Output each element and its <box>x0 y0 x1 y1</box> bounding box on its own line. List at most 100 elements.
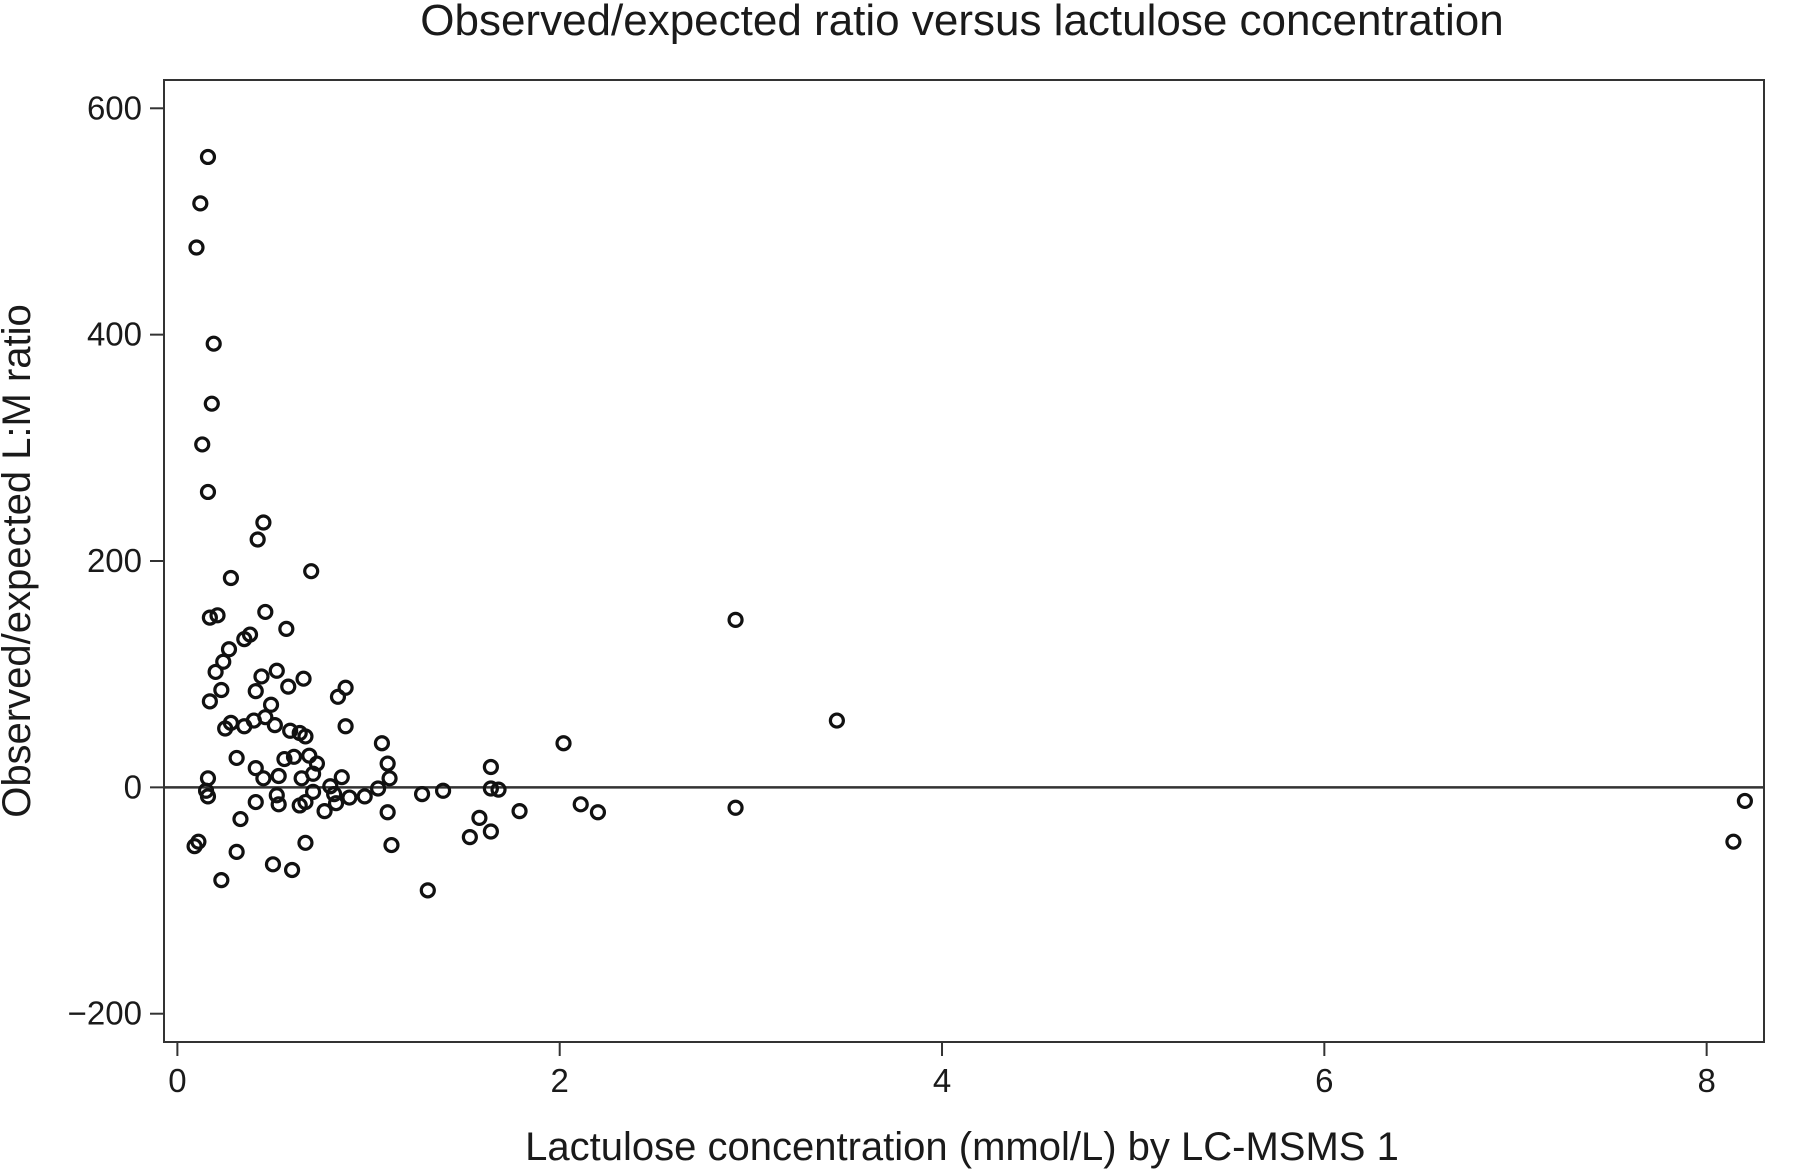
data-point <box>203 395 220 412</box>
data-point <box>322 778 339 795</box>
data-point <box>828 712 845 729</box>
data-point <box>215 653 232 670</box>
data-point <box>297 728 314 745</box>
data-point <box>268 662 285 679</box>
y-tick-label: −200 <box>68 995 142 1032</box>
data-point <box>419 882 436 899</box>
data-point <box>555 735 572 752</box>
y-axis-label: Observed/expected L:M ratio <box>0 304 39 818</box>
data-point <box>194 436 211 453</box>
data-point <box>199 148 217 166</box>
data-point <box>262 696 280 713</box>
x-axis: 0 2 4 6 8 <box>168 1042 1716 1099</box>
data-point <box>482 758 499 776</box>
data-point <box>329 688 347 705</box>
data-point <box>727 611 744 628</box>
data-point <box>285 748 303 765</box>
data-point <box>201 693 218 710</box>
data-point <box>257 603 274 621</box>
chart-title: Observed/expected ratio versus lactulose… <box>420 0 1503 45</box>
data-point <box>482 823 499 840</box>
data-point <box>303 563 320 580</box>
data-point <box>188 239 205 256</box>
data-point <box>228 749 245 767</box>
y-axis: −200 0 200 400 600 <box>68 89 164 1032</box>
data-point <box>297 793 314 811</box>
x-axis-label: Lactulose concentration (mmol/L) by LC-M… <box>525 1125 1399 1169</box>
y-tick-label: 400 <box>87 316 142 353</box>
data-point <box>228 843 245 860</box>
data-point <box>295 670 312 687</box>
data-point <box>727 799 744 816</box>
data-point <box>264 856 282 873</box>
data-point <box>199 483 217 501</box>
data-point <box>316 803 333 820</box>
x-tick-label: 6 <box>1315 1062 1333 1099</box>
data-point <box>213 681 230 699</box>
plot-frame <box>163 79 1765 1043</box>
data-point <box>333 769 350 786</box>
data-point <box>373 735 391 752</box>
data-point <box>201 609 218 626</box>
data-point <box>461 829 478 846</box>
data-point <box>434 782 452 799</box>
data-point <box>209 607 226 624</box>
data-point <box>213 872 230 889</box>
data-point <box>482 780 499 797</box>
data-point <box>255 514 272 531</box>
x-tick-label: 4 <box>933 1062 951 1099</box>
data-point <box>297 834 314 851</box>
data-point <box>278 620 295 638</box>
data-points <box>186 148 1753 899</box>
data-point <box>327 795 345 812</box>
data-point <box>276 750 293 768</box>
x-tick-label: 2 <box>551 1062 569 1099</box>
x-tick-label: 8 <box>1697 1062 1715 1099</box>
data-point <box>199 770 217 787</box>
data-point <box>1736 792 1753 810</box>
data-point <box>249 531 266 548</box>
data-point <box>341 789 358 806</box>
data-point <box>1725 833 1742 850</box>
data-point <box>283 861 301 879</box>
data-point <box>217 720 234 737</box>
data-point <box>236 718 253 735</box>
data-point <box>197 782 215 799</box>
data-point <box>270 796 287 813</box>
data-point <box>282 722 299 739</box>
data-point <box>356 788 373 805</box>
data-point <box>232 810 249 828</box>
data-point <box>236 630 253 648</box>
data-point <box>305 765 322 782</box>
data-point <box>205 335 222 352</box>
data-point <box>511 803 528 820</box>
data-point <box>192 195 209 212</box>
data-point <box>379 804 396 821</box>
data-point <box>471 809 488 827</box>
x-tick-label: 0 <box>168 1062 186 1099</box>
data-point <box>337 718 354 735</box>
data-point <box>247 793 264 811</box>
data-point <box>413 786 431 803</box>
data-point <box>190 833 207 850</box>
data-point <box>326 786 343 803</box>
y-tick-label: 200 <box>87 542 142 579</box>
data-point <box>268 787 285 804</box>
data-point <box>589 804 607 821</box>
data-point <box>222 569 240 587</box>
data-point <box>270 767 287 785</box>
data-point <box>369 780 387 797</box>
data-point <box>305 783 322 800</box>
data-point <box>280 678 297 695</box>
data-point <box>490 781 507 798</box>
data-point <box>247 683 264 700</box>
data-point <box>207 663 224 681</box>
y-tick-label: 0 <box>124 768 142 805</box>
data-point <box>266 717 283 734</box>
data-point <box>301 747 318 764</box>
data-point <box>572 796 589 813</box>
data-point <box>220 641 238 658</box>
data-point <box>383 836 400 854</box>
data-point <box>253 668 270 685</box>
